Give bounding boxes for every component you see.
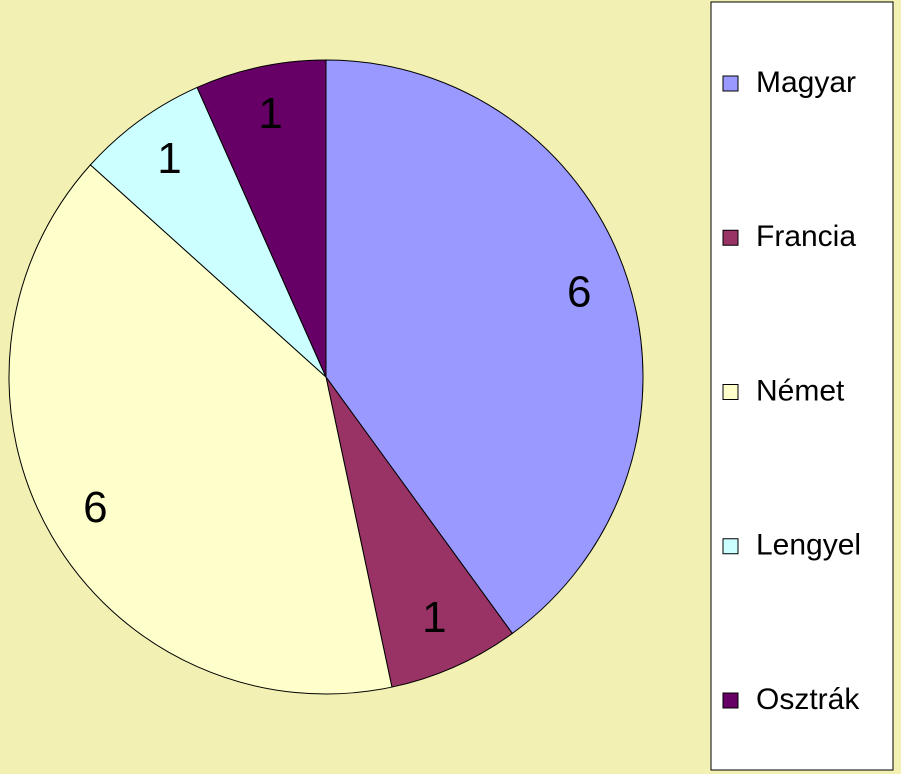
pie-slice bbox=[8, 164, 393, 695]
legend-swatch bbox=[722, 384, 739, 400]
legend-swatch bbox=[722, 538, 739, 555]
pie-slice bbox=[196, 59, 327, 378]
legend-label: Magyar bbox=[756, 66, 856, 99]
legend-swatch bbox=[722, 75, 739, 92]
legend-label: Francia bbox=[756, 220, 856, 253]
pie-slice bbox=[89, 86, 327, 378]
data-label: 6 bbox=[83, 483, 107, 532]
legend-swatch bbox=[722, 229, 739, 246]
legend-label: Osztrák bbox=[756, 683, 860, 716]
legend-label: Lengyel bbox=[756, 529, 861, 562]
pie-slice bbox=[325, 376, 514, 688]
legend-swatch bbox=[722, 692, 739, 709]
data-label: 1 bbox=[258, 89, 282, 138]
legend-box bbox=[710, 1, 894, 771]
legend-label: Német bbox=[756, 374, 845, 407]
data-label: 1 bbox=[157, 134, 181, 183]
data-label: 6 bbox=[567, 267, 591, 316]
data-label: 1 bbox=[422, 593, 446, 642]
pie-slice bbox=[325, 59, 644, 635]
